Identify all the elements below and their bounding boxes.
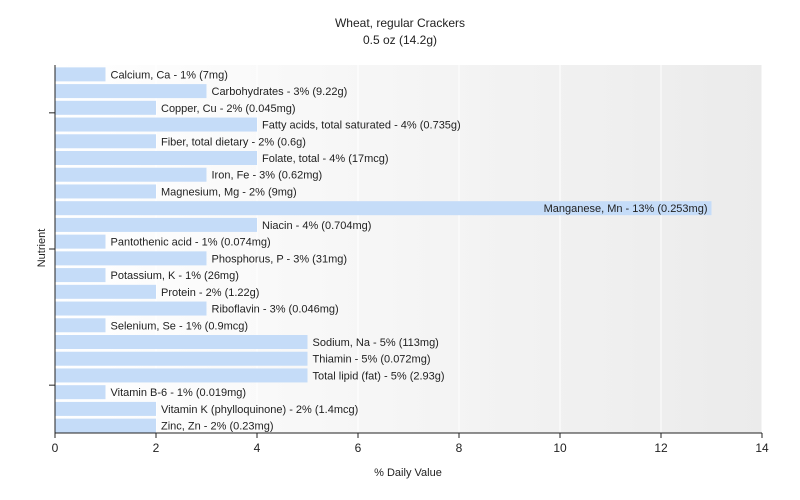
bar (55, 134, 156, 149)
bar (55, 117, 257, 132)
bar (55, 201, 712, 216)
bar (55, 167, 207, 182)
x-tick-label: 2 (153, 441, 160, 455)
bar-label: Manganese, Mn - 13% (0.253mg) (544, 203, 708, 215)
bar-label: Selenium, Se - 1% (0.9mcg) (111, 320, 249, 332)
bar (55, 418, 156, 433)
bar-label: Thiamin - 5% (0.072mg) (313, 354, 431, 366)
bar (55, 67, 106, 82)
bar-label: Fiber, total dietary - 2% (0.6g) (161, 136, 306, 148)
bar-label: Calcium, Ca - 1% (7mg) (111, 69, 228, 81)
bar-label: Zinc, Zn - 2% (0.23mg) (161, 421, 273, 433)
bar (55, 335, 308, 349)
x-tick-label: 6 (355, 441, 362, 455)
bar (55, 184, 156, 199)
bar (55, 151, 257, 165)
bar-label: Magnesium, Mg - 2% (9mg) (161, 186, 297, 198)
bar-label: Fatty acids, total saturated - 4% (0.735… (262, 120, 461, 132)
bar-label: Total lipid (fat) - 5% (2.93g) (313, 370, 445, 382)
bar (55, 351, 308, 366)
bar (55, 385, 106, 400)
bar-label: Folate, total - 4% (17mcg) (262, 153, 389, 165)
bar (55, 318, 106, 333)
bar-label: Protein - 2% (1.22g) (161, 287, 259, 299)
bar (55, 234, 106, 249)
x-tick-label: 8 (456, 441, 463, 455)
bar-label: Vitamin K (phylloquinone) - 2% (1.4mcg) (161, 404, 358, 416)
bar-label: Potassium, K - 1% (26mg) (111, 270, 239, 282)
bar (55, 84, 207, 99)
x-tick-label: 0 (52, 441, 59, 455)
bar (55, 217, 257, 232)
bar (55, 100, 156, 115)
x-tick-label: 4 (254, 441, 261, 455)
axes: 0 2 4 6 8 10 12 14 (49, 65, 769, 455)
bar-label: Sodium, Na - 5% (113mg) (313, 337, 439, 349)
bar (55, 284, 156, 299)
bar-label: Vitamin B-6 - 1% (0.019mg) (111, 387, 247, 399)
bar (55, 268, 106, 283)
x-axis-label: % Daily Value (374, 467, 442, 479)
bar-label: Riboflavin - 3% (0.046mg) (212, 304, 339, 316)
bar-label: Niacin - 4% (0.704mg) (262, 220, 371, 232)
bar (55, 368, 308, 383)
bar-label: Phosphorus, P - 3% (31mg) (212, 253, 348, 265)
x-tick-label: 10 (553, 441, 567, 455)
bar-label: Carbohydrates - 3% (9.22g) (212, 86, 348, 98)
y-axis-label: Nutrient (36, 229, 48, 268)
chart-title: Wheat, regular Crackers (335, 16, 465, 30)
bar (55, 401, 156, 416)
bar-label: Copper, Cu - 2% (0.045mg) (161, 103, 296, 115)
bar (55, 301, 207, 316)
bars: Calcium, Ca - 1% (7mg) Carbohydrates - 3%… (55, 67, 712, 433)
x-tick-label: 12 (654, 441, 668, 455)
x-tick-label: 14 (755, 441, 769, 455)
bar (55, 251, 207, 266)
bar-label: Iron, Fe - 3% (0.62mg) (212, 170, 323, 182)
chart-subtitle: 0.5 oz (14.2g) (363, 33, 437, 47)
bar-label: Pantothenic acid - 1% (0.074mg) (111, 237, 271, 249)
